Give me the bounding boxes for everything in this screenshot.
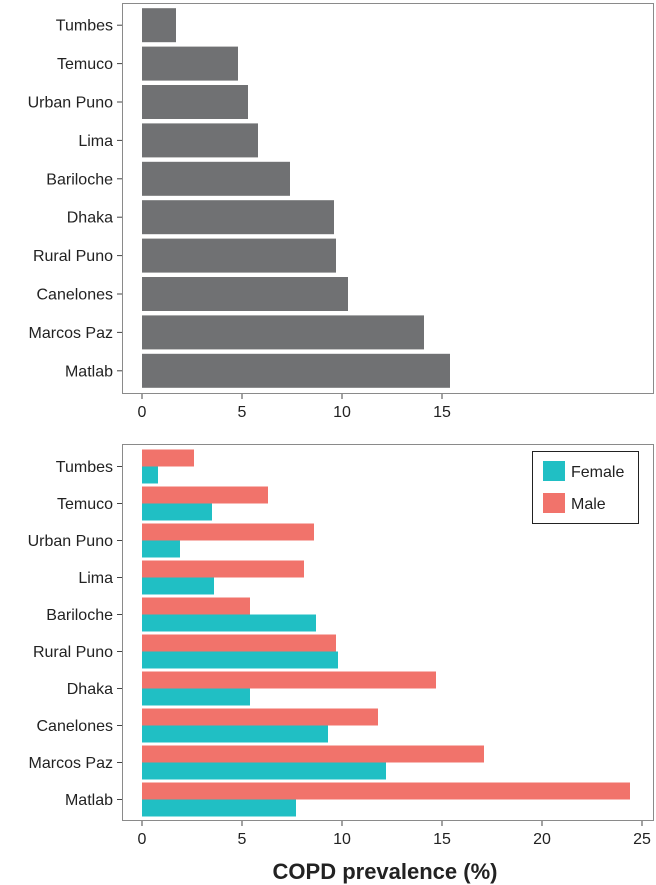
y-tick-label-lima: Lima: [78, 133, 113, 150]
bar-canelones-male: [142, 708, 378, 726]
bar-matlab: [142, 353, 450, 388]
panel-frame: [122, 444, 654, 821]
x-tick-label-15: 15: [433, 831, 451, 848]
bar-bariloche: [142, 161, 290, 196]
bar-canelones: [142, 277, 348, 311]
legend-swatch-male: [543, 493, 565, 513]
legend-swatch-female: [543, 461, 565, 481]
x-tick-label-20: 20: [533, 831, 551, 848]
bar-matlab-male: [142, 782, 630, 800]
y-tick-label-lima: Lima: [78, 570, 113, 587]
y-tick-label-tumbes: Tumbes: [56, 459, 113, 476]
x-tick-label-10: 10: [333, 831, 351, 848]
y-tick-label-bariloche: Bariloche: [46, 171, 113, 188]
y-tick-label-tumbes: Tumbes: [56, 18, 113, 35]
y-tick-label-marcos-paz: Marcos Paz: [29, 325, 113, 342]
legend: Female Male: [532, 451, 639, 524]
chart-panel-1: Tumbes Temuco Urban Puno Lima Bariloche Dhaka…: [28, 3, 654, 421]
y-tick-label-urban-puno: Urban Puno: [28, 533, 113, 550]
bar-temuco-male: [142, 486, 268, 504]
bar-urban-puno: [142, 85, 248, 119]
bar-rural-puno-male: [142, 634, 336, 652]
bar-rural-puno: [142, 238, 336, 273]
bar-bariloche-female: [142, 614, 316, 632]
legend-label-female: Female: [571, 464, 624, 481]
y-tick-label-dhaka: Dhaka: [67, 681, 113, 698]
y-tick-label-rural-puno: Rural Puno: [33, 644, 113, 661]
x-tick-label-15: 15: [433, 404, 451, 421]
bar-temuco-female: [142, 503, 212, 521]
y-tick-label-bariloche: Bariloche: [46, 607, 113, 624]
x-tick-label-5: 5: [238, 831, 247, 848]
legend-label-male: Male: [571, 496, 606, 513]
panel-frame: [122, 3, 654, 394]
y-tick-label-urban-puno: Urban Puno: [28, 95, 113, 112]
x-tick-label-5: 5: [238, 404, 247, 421]
x-tick-label-0: 0: [138, 404, 147, 421]
y-tick-label-canelones: Canelones: [37, 718, 114, 735]
bar-marcos-paz: [142, 315, 424, 350]
bar-tumbes: [142, 8, 176, 43]
bar-rural-puno-female: [142, 651, 338, 669]
chart-panel-2: Tumbes Temuco Urban Puno Lima Bariloche Rural…: [28, 444, 654, 884]
bar-bariloche-male: [142, 597, 250, 615]
bar-urban-puno-male: [142, 523, 314, 541]
bar-marcos-paz-male: [142, 745, 484, 763]
bar-dhaka: [142, 200, 334, 235]
x-tick-label-25: 25: [633, 831, 651, 848]
y-tick-label-rural-puno: Rural Puno: [33, 248, 113, 265]
bar-lima-female: [142, 577, 214, 595]
bar-lima-male: [142, 560, 304, 578]
bar-lima: [142, 123, 258, 158]
bar-dhaka-male: [142, 671, 436, 689]
y-tick-label-temuco: Temuco: [57, 56, 113, 73]
y-tick-label-matlab: Matlab: [65, 363, 113, 380]
x-axis-label: COPD prevalence (%): [273, 859, 498, 884]
y-tick-label-marcos-paz: Marcos Paz: [29, 755, 113, 772]
x-tick-label-0: 0: [138, 831, 147, 848]
bar-matlab-female: [142, 799, 296, 817]
y-tick-label-matlab: Matlab: [65, 792, 113, 809]
bar-urban-puno-female: [142, 540, 180, 558]
bar-tumbes-female: [142, 466, 158, 484]
bar-canelones-female: [142, 725, 328, 743]
y-tick-label-canelones: Canelones: [37, 287, 114, 304]
bar-marcos-paz-female: [142, 762, 386, 780]
y-tick-label-dhaka: Dhaka: [67, 210, 113, 227]
bar-tumbes-male: [142, 449, 194, 467]
y-tick-label-temuco: Temuco: [57, 496, 113, 513]
bar-dhaka-female: [142, 688, 250, 706]
bar-temuco: [142, 46, 238, 81]
x-tick-label-10: 10: [333, 404, 351, 421]
